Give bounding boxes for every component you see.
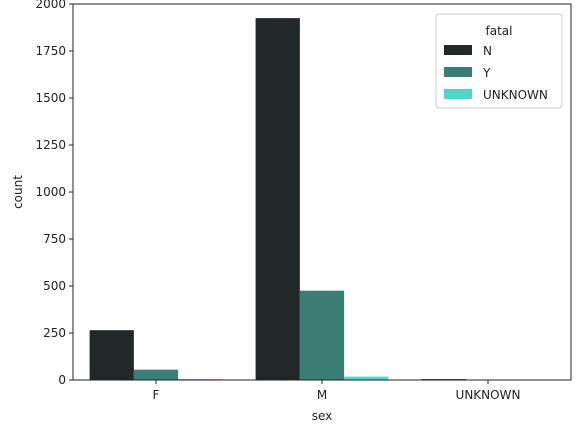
bar-f-y: [133, 369, 179, 380]
y-tick-label: 250: [43, 326, 66, 340]
legend-swatch: [444, 45, 472, 55]
legend-entry-label: Y: [482, 66, 491, 80]
y-tick-label: 0: [58, 373, 66, 387]
y-axis: 0 250 500 750 1000 1250 1500 1750 2000: [35, 0, 73, 387]
legend-entry-label: UNKNOWN: [483, 88, 548, 102]
y-tick-label: 750: [43, 232, 66, 246]
x-axis: F M UNKNOWN: [153, 380, 521, 402]
y-tick-label: 1000: [35, 185, 66, 199]
bar-f-n: [89, 330, 134, 380]
y-axis-label: count: [11, 175, 25, 209]
bar-m-y: [299, 290, 345, 380]
x-tick-label: UNKNOWN: [456, 388, 521, 402]
bar-m-n: [255, 18, 300, 380]
y-tick-label: 1750: [35, 44, 66, 58]
y-tick-label: 2000: [35, 0, 66, 11]
legend-swatch: [444, 89, 472, 99]
legend-entry-label: N: [483, 44, 492, 58]
legend: fatal NY UNKNOWN: [435, 13, 563, 109]
y-tick-label: 1500: [35, 91, 66, 105]
legend-box: [435, 13, 563, 109]
legend-title: fatal: [486, 24, 513, 38]
legend-swatch: [444, 67, 472, 77]
x-tick-label: F: [153, 388, 160, 402]
y-tick-label: 500: [43, 279, 66, 293]
x-axis-label: sex: [312, 409, 333, 423]
x-tick-label: M: [317, 388, 327, 402]
bars-layer: [89, 18, 511, 380]
bar-m-unknown: [344, 376, 389, 380]
y-tick-label: 1250: [35, 138, 66, 152]
